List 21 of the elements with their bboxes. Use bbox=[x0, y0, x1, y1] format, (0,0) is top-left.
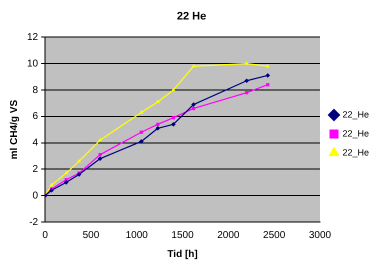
chart-title: 22 He bbox=[176, 10, 206, 23]
legend-label: 22_He bbox=[342, 109, 370, 120]
y-axis-title: ml CH4/g VS bbox=[8, 100, 20, 160]
x-tick-label: 3000 bbox=[308, 230, 332, 241]
y-tick-label: 8 bbox=[32, 84, 39, 96]
legend-label: 22_He bbox=[342, 128, 370, 138]
x-tick-label: 1000 bbox=[126, 230, 148, 241]
y-tick-label: 4 bbox=[32, 138, 39, 149]
x-tick-label: 500 bbox=[82, 230, 100, 241]
y-tick-label: -2 bbox=[29, 216, 39, 228]
y-tick-label: 12 bbox=[27, 32, 39, 43]
x-tick-label: 0 bbox=[42, 230, 48, 241]
legend-label: 22_He bbox=[342, 147, 370, 158]
y-tick-label: 0 bbox=[32, 190, 39, 202]
y-tick-label: 10 bbox=[27, 58, 39, 70]
x-axis-title: Tid [h] bbox=[167, 248, 198, 260]
x-tick-label: 1500 bbox=[171, 230, 194, 241]
x-tick-label: 2000 bbox=[217, 230, 240, 241]
x-tick-label: 2500 bbox=[263, 230, 286, 241]
y-tick-label: 6 bbox=[32, 111, 39, 122]
y-tick-label: 2 bbox=[32, 164, 39, 175]
